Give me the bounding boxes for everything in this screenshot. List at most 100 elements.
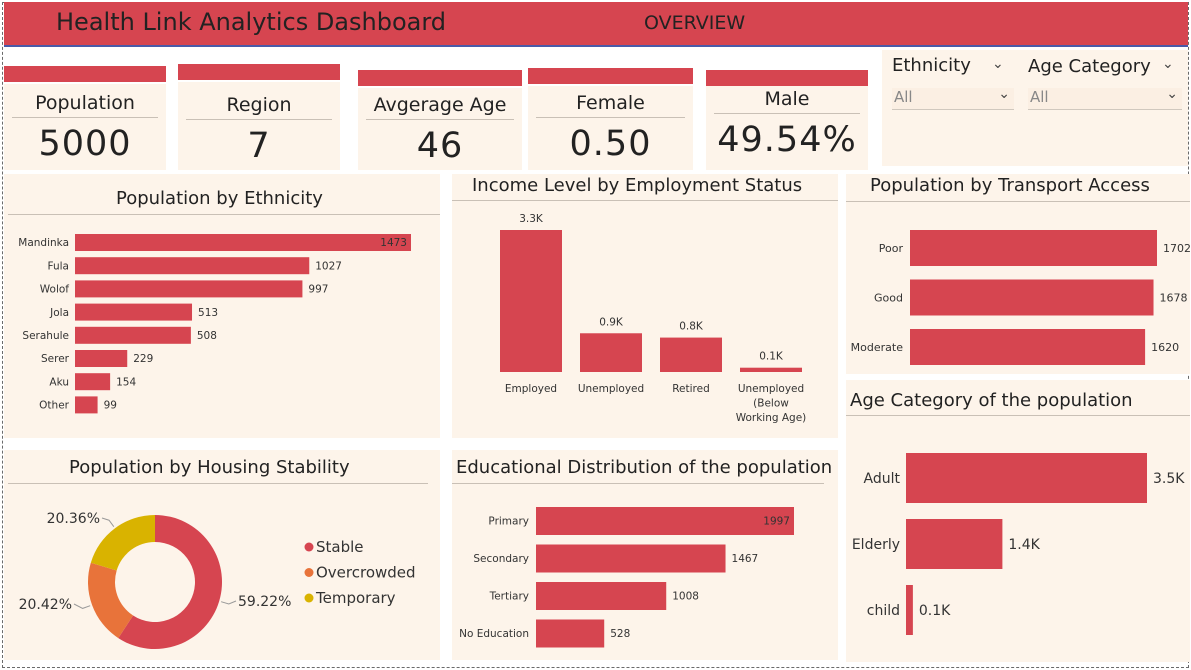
kpi-age-label: Avgerage Age xyxy=(366,88,514,120)
data-label: 997 xyxy=(308,284,328,296)
category-label: Aku xyxy=(49,376,69,388)
transport-chart-title: Population by Transport Access xyxy=(870,175,1150,196)
category-label: Serer xyxy=(41,353,70,365)
slicer-age-label: Age Category xyxy=(1028,56,1151,77)
slice-stable xyxy=(118,515,223,649)
data-label: 3.3K xyxy=(519,213,544,225)
data-label: 528 xyxy=(610,628,630,640)
chevron-down-icon[interactable]: ⌄ xyxy=(992,56,1004,72)
age-bar-chart: Adult 3.5K Elderly 1.4K child 0.1K xyxy=(852,453,1185,635)
transport-bar-chart: Poor 1702 Good 1678 Moderate 1620 xyxy=(851,230,1190,365)
bar-ethnicity-0 xyxy=(75,234,411,251)
chevron-down-icon: ⌄ xyxy=(1166,86,1178,102)
slicer-ethnicity-label: Ethnicity xyxy=(892,55,971,76)
bar-ethnicity-4 xyxy=(75,326,191,344)
data-label: 1620 xyxy=(1151,341,1179,354)
category-label: Elderly xyxy=(852,537,900,553)
bar-ethnicity-2 xyxy=(75,280,303,298)
bar-income-1 xyxy=(580,333,642,372)
bar-age-0 xyxy=(906,453,1147,503)
page-title: OVERVIEW xyxy=(644,12,746,34)
dashboard-title: Health Link Analytics Dashboard xyxy=(56,8,447,36)
category-label: Unemployed xyxy=(738,383,804,395)
kpi-male-accent xyxy=(706,70,868,86)
age-title-underline xyxy=(846,415,1190,416)
income-panel: Income Level by Employment Status 3.3K Em… xyxy=(452,174,838,438)
bar-ethnicity-3 xyxy=(75,303,193,321)
category-label: Unemployed xyxy=(578,383,644,395)
age-chart-title: Age Category of the population xyxy=(850,390,1133,411)
leader-line xyxy=(220,600,237,605)
slice-temporary xyxy=(90,515,155,571)
bar-income-0 xyxy=(500,230,562,372)
data-label: 20.36% xyxy=(47,511,100,527)
income-chart-title: Income Level by Employment Status xyxy=(472,175,803,196)
data-label: 508 xyxy=(197,330,217,342)
data-label: 0.8K xyxy=(679,321,704,333)
kpi-female-accent xyxy=(528,68,693,84)
data-label: 99 xyxy=(104,400,117,412)
data-label: 0.1K xyxy=(919,603,951,619)
bar-education-1 xyxy=(536,544,726,573)
data-label: 1473 xyxy=(380,237,407,249)
data-label: 229 xyxy=(133,353,153,365)
bar-ethnicity-5 xyxy=(75,350,128,367)
kpi-region-accent xyxy=(178,64,340,80)
kpi-female-label: Female xyxy=(536,86,685,118)
kpi-age-card: Avgerage Age 46 xyxy=(358,88,522,170)
data-label: 1027 xyxy=(315,260,342,272)
bar-transport-0 xyxy=(910,230,1157,266)
data-label: 1467 xyxy=(732,553,759,565)
category-label: Moderate xyxy=(851,341,904,354)
housing-panel: Population by Housing Stability 59.22% 20… xyxy=(4,450,440,660)
category-label: (Below xyxy=(753,398,789,410)
housing-donut-chart: 59.22% 20.42% 20.36% Stable Overcrowded Tempo… xyxy=(19,511,416,649)
ethnicity-chart-title: Population by Ethnicity xyxy=(116,188,323,209)
bar-income-3 xyxy=(740,367,802,372)
data-label: 1997 xyxy=(763,516,790,528)
data-label: 1.4K xyxy=(1008,537,1040,553)
education-title-underline xyxy=(452,483,824,484)
data-label: 1702 xyxy=(1163,242,1190,255)
kpi-population-accent xyxy=(4,66,166,82)
category-label: Serahule xyxy=(22,330,69,342)
education-bar-chart: Primary 1997 Secondary 1467 Tertiary 1008 No E… xyxy=(459,507,794,648)
bar-ethnicity-7 xyxy=(75,396,98,414)
bar-age-1 xyxy=(906,519,1003,569)
data-label: 513 xyxy=(198,307,218,319)
data-label: 20.42% xyxy=(19,597,72,613)
bar-transport-2 xyxy=(910,329,1146,365)
age-panel: Age Category of the population Adult 3.5K… xyxy=(846,380,1190,662)
bar-age-2 xyxy=(906,585,913,635)
slicer-age-value: All xyxy=(1030,88,1049,106)
slicer-ethnicity-value: All xyxy=(894,88,913,106)
kpi-male-label: Male xyxy=(714,86,860,114)
bar-education-2 xyxy=(536,582,667,610)
income-bar-chart: 3.3K Employed 0.9K Unemployed 0.8K Retired 0.1… xyxy=(500,213,806,424)
transport-title-underline xyxy=(846,201,1190,202)
data-label: 1678 xyxy=(1160,291,1188,304)
data-label: 0.1K xyxy=(759,351,784,363)
category-label: Poor xyxy=(879,242,904,255)
kpi-male-card: Male 49.54% xyxy=(706,86,868,170)
housing-chart-title: Population by Housing Stability xyxy=(69,457,350,478)
education-chart-title: Educational Distribution of the populati… xyxy=(456,457,833,478)
legend-entry: Temporary xyxy=(315,589,396,607)
category-label: Good xyxy=(874,291,903,304)
slicer-age-dropdown[interactable]: All ⌄ xyxy=(1028,86,1182,110)
kpi-region-label: Region xyxy=(186,82,332,120)
category-label: Adult xyxy=(864,471,901,487)
kpi-female-value: 0.50 xyxy=(569,124,652,164)
kpi-age-accent xyxy=(358,70,522,86)
legend-entry: Stable xyxy=(316,538,364,556)
data-label: 1008 xyxy=(672,591,699,603)
category-label: Other xyxy=(39,400,69,412)
chevron-down-icon[interactable]: ⌄ xyxy=(1162,56,1174,72)
slicer-ethnicity-dropdown[interactable]: All ⌄ xyxy=(892,86,1014,110)
category-label: Mandinka xyxy=(18,237,69,249)
slice-overcrowded xyxy=(88,562,134,639)
category-label: Primary xyxy=(488,516,529,528)
data-label: 0.9K xyxy=(599,316,624,328)
kpi-female-card: Female 0.50 xyxy=(528,86,693,170)
kpi-region-card: Region 7 xyxy=(178,82,340,170)
